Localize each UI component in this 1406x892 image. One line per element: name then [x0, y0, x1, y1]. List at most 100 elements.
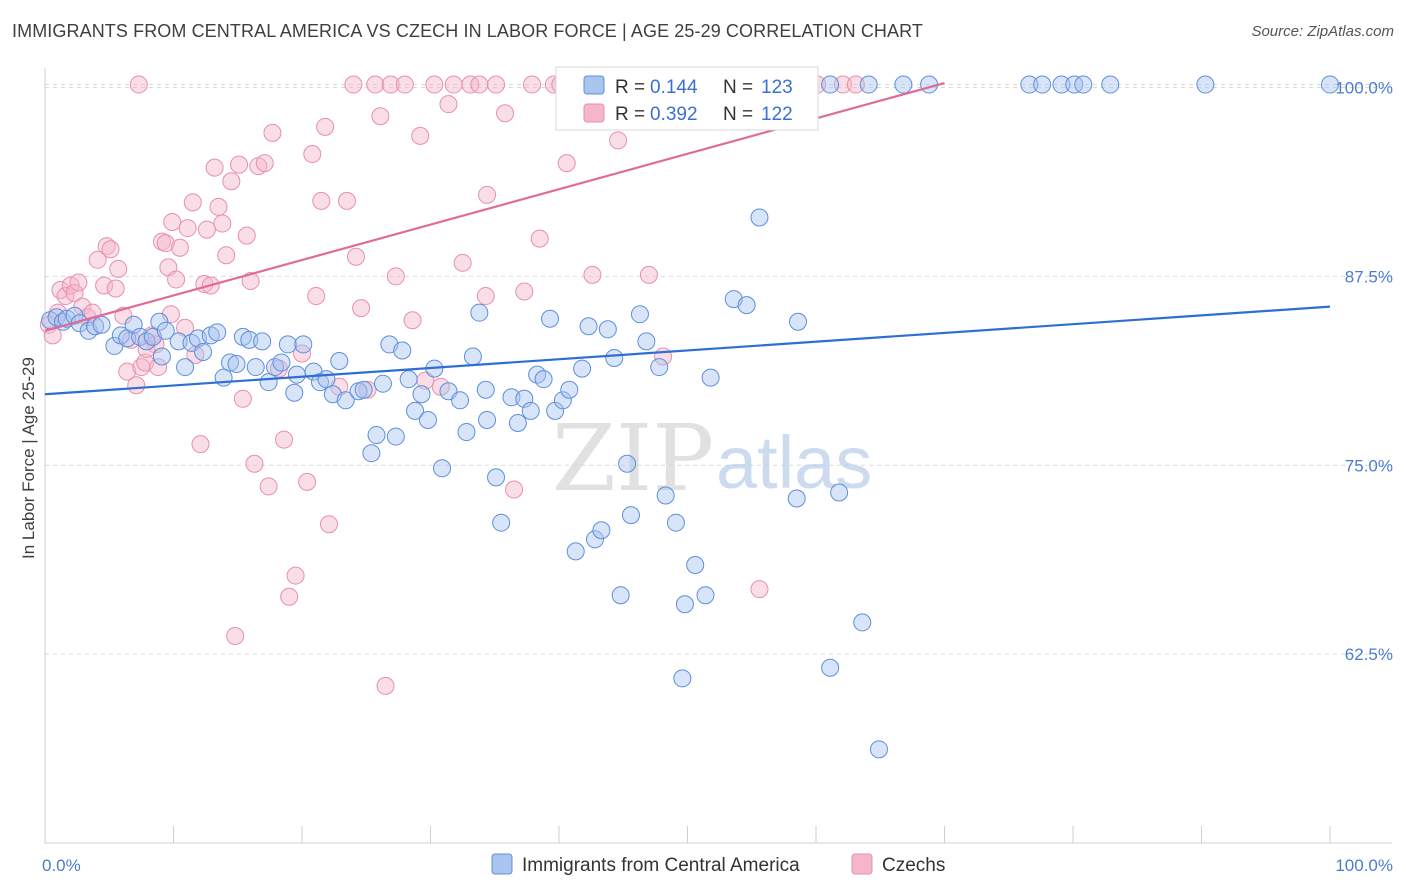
central-america-point: [737, 296, 756, 315]
central-america-point: [546, 401, 565, 420]
watermark-zip: ZIP: [552, 405, 714, 512]
tick-labels: 100.0% 87.5% 75.0% 62.5% 0.0% 100.0%: [42, 79, 1393, 875]
czechs-point: [230, 155, 249, 174]
watermark: ZIP atlas: [552, 405, 872, 512]
legend-r-value: 0.144: [650, 77, 698, 98]
central-america-point: [285, 383, 304, 402]
czechs-point: [183, 193, 202, 212]
series-czechs-points: [39, 75, 865, 695]
czechs-point: [344, 75, 363, 94]
czechs-point: [237, 226, 256, 245]
central-america-point: [470, 303, 489, 322]
central-america-point: [585, 530, 604, 549]
central-america-point: [541, 309, 560, 328]
central-america-point: [487, 468, 506, 487]
central-america-point: [367, 426, 386, 445]
central-america-point: [137, 332, 156, 351]
central-america-point: [406, 401, 425, 420]
legend-label-czechs: Czechs: [882, 855, 945, 876]
central-america-point: [150, 312, 169, 331]
central-america-point: [433, 459, 452, 478]
central-america-point: [621, 506, 640, 525]
central-america-point: [1033, 75, 1052, 94]
central-america-point: [534, 370, 553, 389]
central-america-point: [630, 305, 649, 324]
czechs-point: [280, 587, 299, 606]
czechs-point: [259, 477, 278, 496]
central-america-point: [1074, 75, 1093, 94]
central-america-point: [354, 380, 373, 399]
central-america-point: [573, 359, 592, 378]
czechs-point: [213, 214, 232, 233]
czechs-point: [386, 267, 405, 286]
central-america-point: [492, 513, 511, 532]
central-america-point: [618, 454, 637, 473]
central-america-point: [294, 335, 313, 354]
czechs-point: [496, 104, 515, 123]
central-america-point: [1196, 75, 1215, 94]
central-america-point: [696, 586, 715, 605]
x-tick-label: 0.0%: [42, 856, 81, 875]
central-america-point: [859, 75, 878, 94]
central-america-point: [336, 391, 355, 410]
legend-swatch-central-america: [491, 853, 513, 875]
czechs-point: [209, 197, 228, 216]
central-america-point: [1321, 75, 1339, 94]
central-america-point: [502, 388, 521, 407]
central-america-point: [1101, 75, 1120, 94]
czechs-point: [366, 75, 385, 94]
czechs-point: [118, 362, 137, 381]
czechs-point: [358, 380, 377, 399]
legend-series: Immigrants from Central America Czechs: [491, 853, 945, 876]
czechs-point: [167, 270, 186, 289]
central-america-point: [240, 330, 259, 349]
central-america-trendline: [44, 305, 1331, 396]
czechs-point: [178, 219, 197, 238]
central-america-point: [412, 385, 431, 404]
czechs-point: [470, 75, 489, 94]
legend-swatch-czechs: [851, 853, 873, 875]
central-america-point: [666, 513, 685, 532]
legend-n-label: N =: [723, 77, 753, 98]
chart-title: IMMIGRANTS FROM CENTRAL AMERICA VS CZECH…: [12, 21, 923, 41]
czechs-point: [69, 273, 88, 292]
czechs-point: [88, 250, 107, 269]
y-tick-label: 62.5%: [1345, 645, 1393, 664]
central-america-point: [330, 352, 349, 371]
central-america-point: [508, 413, 527, 432]
central-america-point: [317, 370, 336, 389]
central-america-point: [362, 444, 381, 463]
central-america-point: [266, 358, 285, 377]
central-america-point: [156, 321, 175, 340]
y-axis-title: In Labor Force | Age 25-29: [19, 357, 38, 559]
czechs-point: [156, 234, 175, 253]
czechs-point: [233, 389, 252, 408]
czechs-point: [337, 191, 356, 210]
czechs-point: [846, 75, 865, 94]
czechs-point: [346, 247, 365, 266]
czechs-point: [381, 75, 400, 94]
central-america-point: [821, 658, 840, 677]
czechs-point: [222, 172, 241, 191]
central-america-point: [853, 613, 872, 632]
czechs-point: [217, 246, 236, 265]
central-america-point: [789, 312, 808, 331]
czechs-point: [263, 123, 282, 142]
central-america-point: [656, 486, 675, 505]
central-america-point: [373, 374, 392, 393]
y-tick-label: 75.0%: [1345, 456, 1393, 475]
czechs-point: [833, 75, 852, 94]
central-america-point: [560, 380, 579, 399]
czechs-point: [307, 287, 326, 306]
central-america-point: [457, 423, 476, 442]
czechs-point: [411, 126, 430, 145]
czechs-point: [275, 430, 294, 449]
czechs-point: [245, 454, 264, 473]
legend-n-value: 122: [761, 104, 793, 125]
central-america-point: [1020, 75, 1039, 94]
central-america-point: [579, 317, 598, 336]
x-tick-label: 100.0%: [1335, 856, 1393, 875]
central-america-point: [227, 355, 246, 374]
central-america-point: [592, 521, 611, 540]
